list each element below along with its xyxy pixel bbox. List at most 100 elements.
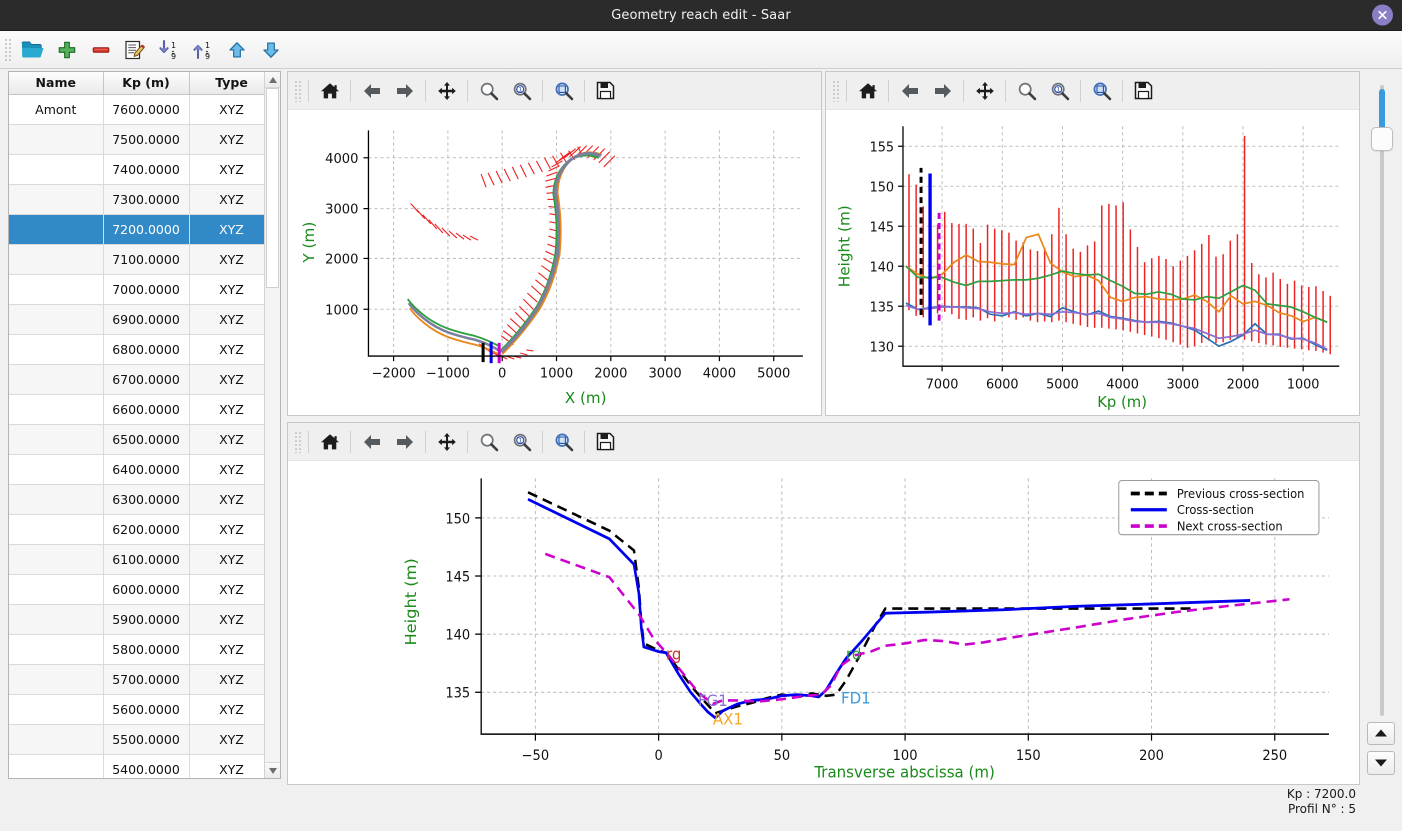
cell-type[interactable]: XYZ: [189, 214, 264, 245]
add-button[interactable]: [50, 34, 84, 66]
zoom-rect-button[interactable]: [1085, 76, 1118, 106]
column-header-name[interactable]: Name: [9, 72, 104, 95]
table-row[interactable]: 6600.0000 XYZ: [9, 394, 264, 425]
cell-type[interactable]: XYZ: [189, 334, 264, 365]
forward-button[interactable]: [388, 427, 421, 457]
pan-button[interactable]: [968, 76, 1001, 106]
cell-kp[interactable]: 7600.0000: [103, 94, 190, 125]
cell-kp[interactable]: 6300.0000: [103, 484, 190, 515]
cell-name[interactable]: [9, 664, 104, 695]
back-button[interactable]: [355, 427, 388, 457]
plan-toolbar-grip[interactable]: [294, 79, 301, 102]
previous-profile-button[interactable]: [1367, 721, 1395, 746]
edit-button[interactable]: [118, 34, 152, 66]
scroll-down-arrow-icon[interactable]: [265, 762, 280, 778]
cross-toolbar-grip[interactable]: [294, 430, 301, 453]
pan-button[interactable]: [430, 427, 463, 457]
cell-name[interactable]: [9, 214, 104, 245]
table-row[interactable]: 6400.0000 XYZ: [9, 454, 264, 485]
save-button[interactable]: [1127, 76, 1160, 106]
home-button[interactable]: [313, 427, 346, 457]
forward-button[interactable]: [388, 76, 421, 106]
table-row[interactable]: 5700.0000 XYZ: [9, 664, 264, 695]
cell-name[interactable]: [9, 544, 104, 575]
zoom-out-button[interactable]: [472, 76, 505, 106]
cell-name[interactable]: [9, 574, 104, 605]
slider-handle[interactable]: [1371, 127, 1393, 151]
cell-type[interactable]: XYZ: [189, 184, 264, 215]
back-button[interactable]: [893, 76, 926, 106]
table-row[interactable]: 7300.0000 XYZ: [9, 184, 264, 215]
scrollbar-track[interactable]: [265, 88, 280, 762]
cell-name[interactable]: [9, 124, 104, 155]
table-row[interactable]: 6900.0000 XYZ: [9, 304, 264, 335]
cell-type[interactable]: XYZ: [189, 724, 264, 755]
cell-kp[interactable]: 7000.0000: [103, 274, 190, 305]
cell-kp[interactable]: 5600.0000: [103, 694, 190, 725]
table-scroll-area[interactable]: Name Kp (m) Type Amont 7600.0000 XYZ 7500.0…: [9, 72, 264, 778]
cell-kp[interactable]: 7100.0000: [103, 244, 190, 275]
cell-type[interactable]: XYZ: [189, 754, 264, 778]
cell-name[interactable]: [9, 454, 104, 485]
cell-type[interactable]: XYZ: [189, 634, 264, 665]
table-row[interactable]: 5900.0000 XYZ: [9, 604, 264, 635]
cell-kp[interactable]: 7200.0000: [103, 214, 190, 245]
cell-name[interactable]: [9, 694, 104, 725]
table-row[interactable]: 5800.0000 XYZ: [9, 634, 264, 665]
move-up-button[interactable]: [220, 34, 254, 66]
table-row[interactable]: 6100.0000 XYZ: [9, 544, 264, 575]
cell-type[interactable]: XYZ: [189, 574, 264, 605]
cell-type[interactable]: XYZ: [189, 394, 264, 425]
cell-name[interactable]: [9, 634, 104, 665]
table-row[interactable]: 6000.0000 XYZ: [9, 574, 264, 605]
cell-name[interactable]: [9, 604, 104, 635]
scroll-up-arrow-icon[interactable]: [265, 72, 280, 88]
move-down-button[interactable]: [254, 34, 288, 66]
cell-name[interactable]: [9, 364, 104, 395]
table-row[interactable]: 5400.0000 XYZ: [9, 754, 264, 778]
longitudinal-profile-canvas[interactable]: 7000 6000 5000 4000 3000 2000 1000 130 135 140 14…: [826, 110, 1359, 415]
cell-kp[interactable]: 5500.0000: [103, 724, 190, 755]
cell-name[interactable]: [9, 274, 104, 305]
table-row[interactable]: 6700.0000 XYZ: [9, 364, 264, 395]
column-header-type[interactable]: Type: [189, 72, 264, 95]
zoom-rect-button[interactable]: [547, 76, 580, 106]
cell-type[interactable]: XYZ: [189, 274, 264, 305]
cell-kp[interactable]: 6600.0000: [103, 394, 190, 425]
table-row[interactable]: 7000.0000 XYZ: [9, 274, 264, 305]
cell-name[interactable]: [9, 514, 104, 545]
close-icon[interactable]: [1372, 4, 1393, 26]
cell-kp[interactable]: 6200.0000: [103, 514, 190, 545]
home-button[interactable]: [313, 76, 346, 106]
table-row[interactable]: 7400.0000 XYZ: [9, 154, 264, 185]
home-button[interactable]: [851, 76, 884, 106]
cell-type[interactable]: XYZ: [189, 514, 264, 545]
toolbar-grip[interactable]: [4, 37, 12, 62]
cell-name[interactable]: [9, 724, 104, 755]
cell-kp[interactable]: 5700.0000: [103, 664, 190, 695]
zoom-info-button[interactable]: 1: [505, 76, 538, 106]
remove-button[interactable]: [84, 34, 118, 66]
table-row[interactable]: 5500.0000 XYZ: [9, 724, 264, 755]
cell-kp[interactable]: 6400.0000: [103, 454, 190, 485]
cell-kp[interactable]: 7400.0000: [103, 154, 190, 185]
cell-type[interactable]: XYZ: [189, 94, 264, 125]
open-folder-button[interactable]: [16, 34, 50, 66]
cell-name[interactable]: [9, 424, 104, 455]
cell-name[interactable]: [9, 334, 104, 365]
scrollbar-thumb[interactable]: [266, 88, 279, 288]
zoom-out-button[interactable]: [1010, 76, 1043, 106]
cell-name[interactable]: [9, 184, 104, 215]
profile-slider[interactable]: [1366, 85, 1396, 716]
cell-kp[interactable]: 6100.0000: [103, 544, 190, 575]
cell-type[interactable]: XYZ: [189, 424, 264, 455]
cross-section-canvas[interactable]: rg FG1 AX1 FD1 rd −50 0 50 100 150 200 250 135 140 1…: [288, 461, 1359, 784]
cell-kp[interactable]: 6500.0000: [103, 424, 190, 455]
table-vertical-scrollbar[interactable]: [264, 72, 280, 778]
cell-kp[interactable]: 6800.0000: [103, 334, 190, 365]
cell-type[interactable]: XYZ: [189, 154, 264, 185]
table-row[interactable]: 6200.0000 XYZ: [9, 514, 264, 545]
table-row[interactable]: Amont 7600.0000 XYZ: [9, 94, 264, 125]
forward-button[interactable]: [926, 76, 959, 106]
sort-ascending-button[interactable]: 1 9: [186, 34, 220, 66]
